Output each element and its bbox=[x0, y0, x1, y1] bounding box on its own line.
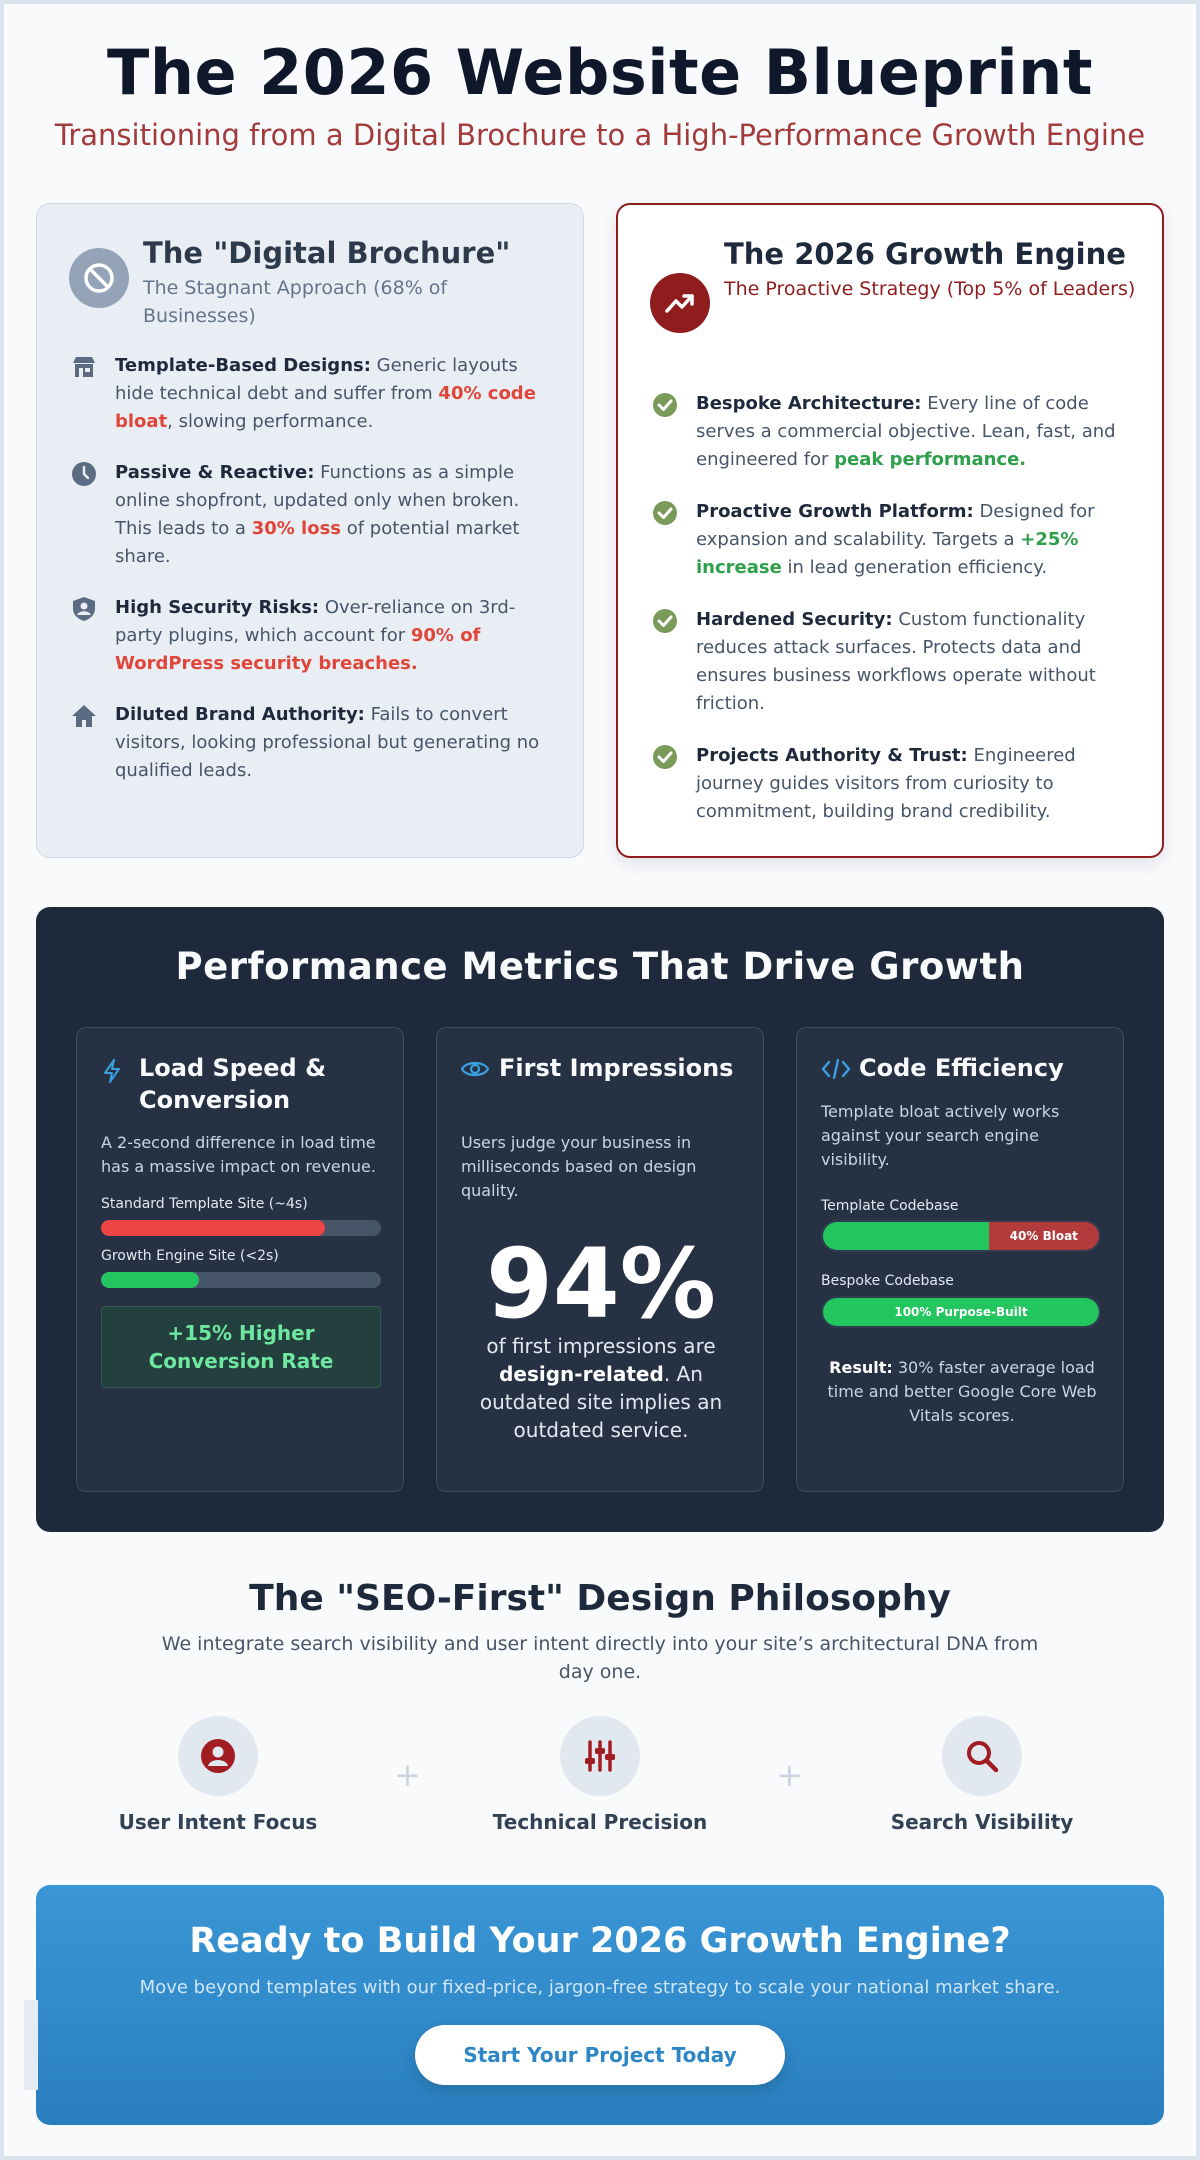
first-impressions-card: First Impressions Users judge your busin… bbox=[436, 1027, 764, 1492]
trending-up-icon bbox=[650, 273, 710, 333]
store-icon bbox=[69, 354, 99, 436]
page-subtitle: Transitioning from a Digital Brochure to… bbox=[54, 118, 1146, 152]
brochure-item-security: High Security Risks: Over-reliance on 3r… bbox=[69, 594, 559, 678]
code-efficiency-desc: Template bloat actively works against yo… bbox=[821, 1102, 1060, 1169]
engine-item-growth: Proactive Growth Platform: Designed for … bbox=[650, 498, 1140, 582]
first-impressions-desc: Users judge your business in millisecond… bbox=[461, 1133, 697, 1200]
impressions-explanation: of first impressions are design-related.… bbox=[479, 1334, 723, 1442]
load-speed-title: Load Speed & Conversion bbox=[139, 1054, 326, 1114]
page-title: The 2026 Website Blueprint bbox=[107, 36, 1093, 109]
template-site-bar-fill bbox=[101, 1220, 325, 1236]
pillar-user-intent: User Intent Focus bbox=[88, 1716, 348, 1834]
performance-metrics-panel: Performance Metrics That Drive Growth Lo… bbox=[36, 907, 1164, 1532]
pillar-label: Search Visibility bbox=[890, 1810, 1074, 1834]
template-codebase-lean-segment bbox=[823, 1222, 989, 1250]
seo-description: We integrate search visibility and user … bbox=[161, 1633, 1039, 1683]
pillar-technical: Technical Precision bbox=[470, 1716, 730, 1834]
engine-header: The 2026 Growth Engine The Proactive Str… bbox=[650, 237, 1140, 333]
check-circle-icon bbox=[650, 608, 680, 718]
bespoke-codebase-label: Bespoke Codebase bbox=[821, 1273, 954, 1289]
purpose-built-segment: 100% Purpose-Built bbox=[823, 1298, 1099, 1326]
template-site-label: Standard Template Site (~4s) bbox=[101, 1196, 308, 1212]
check-circle-icon bbox=[650, 500, 680, 582]
load-speed-desc: A 2-second difference in load time has a… bbox=[101, 1133, 376, 1176]
engine-title: The 2026 Growth Engine bbox=[724, 237, 1126, 271]
engine-item-authority: Projects Authority & Trust: Engineered j… bbox=[650, 742, 1140, 826]
bolt-icon bbox=[101, 1058, 129, 1116]
cta-title: Ready to Build Your 2026 Growth Engine? bbox=[189, 1921, 1011, 1961]
growth-site-bar bbox=[101, 1272, 381, 1288]
bespoke-codebase-bar: 100% Purpose-Built bbox=[821, 1296, 1101, 1328]
brochure-subtitle: The Stagnant Approach (68% of Businesses… bbox=[143, 277, 448, 327]
engine-item-security: Hardened Security: Custom functionality … bbox=[650, 606, 1140, 718]
seo-title: The "SEO-First" Design Philosophy bbox=[249, 1578, 951, 1619]
brochure-header: The "Digital Brochure" The Stagnant Appr… bbox=[69, 236, 559, 330]
digital-brochure-card: The "Digital Brochure" The Stagnant Appr… bbox=[36, 203, 584, 858]
plus-separator: + bbox=[776, 1756, 803, 1794]
plus-separator: + bbox=[394, 1756, 421, 1794]
engine-subtitle: The Proactive Strategy (Top 5% of Leader… bbox=[724, 278, 1136, 300]
search-icon bbox=[942, 1716, 1022, 1796]
growth-engine-card: The 2026 Growth Engine The Proactive Str… bbox=[616, 203, 1164, 858]
metrics-title: Performance Metrics That Drive Growth bbox=[175, 945, 1025, 988]
code-efficiency-title: Code Efficiency bbox=[859, 1054, 1064, 1082]
first-impressions-title: First Impressions bbox=[499, 1054, 734, 1082]
engine-item-architecture: Bespoke Architecture: Every line of code… bbox=[650, 390, 1140, 474]
pillar-search: Search Visibility bbox=[852, 1716, 1112, 1834]
growth-site-label: Growth Engine Site (<2s) bbox=[101, 1248, 279, 1264]
eye-icon bbox=[460, 1058, 490, 1084]
code-result: Result: 30% faster average load time and… bbox=[827, 1358, 1097, 1425]
check-circle-icon bbox=[650, 392, 680, 474]
template-codebase-label: Template Codebase bbox=[821, 1198, 959, 1214]
side-tab bbox=[24, 2000, 38, 2090]
check-circle-icon bbox=[650, 744, 680, 826]
pillar-label: Technical Precision bbox=[492, 1810, 708, 1834]
cta-banner: Ready to Build Your 2026 Growth Engine? … bbox=[36, 1885, 1164, 2125]
brochure-title: The "Digital Brochure" bbox=[143, 236, 511, 270]
sliders-icon bbox=[560, 1716, 640, 1796]
brochure-item-brand: Diluted Brand Authority: Fails to conver… bbox=[69, 701, 559, 785]
code-icon bbox=[821, 1058, 851, 1084]
growth-site-bar-fill bbox=[101, 1272, 199, 1288]
template-codebase-bar: 40% Bloat bbox=[821, 1220, 1101, 1252]
code-efficiency-card: Code Efficiency Template bloat actively … bbox=[796, 1027, 1124, 1492]
home-icon bbox=[69, 703, 99, 785]
clock-icon bbox=[69, 461, 99, 571]
bloat-segment: 40% Bloat bbox=[988, 1222, 1099, 1250]
user-circle-icon bbox=[178, 1716, 258, 1796]
brochure-item-template: Template-Based Designs: Generic layouts … bbox=[69, 352, 559, 436]
start-project-button[interactable]: Start Your Project Today bbox=[415, 2025, 785, 2085]
cta-description: Move beyond templates with our fixed-pri… bbox=[139, 1977, 1061, 1998]
impressions-percentage: 94% bbox=[486, 1228, 716, 1340]
ban-icon bbox=[69, 248, 129, 308]
conversion-callout: +15% Higher Conversion Rate bbox=[101, 1306, 381, 1388]
template-site-bar bbox=[101, 1220, 381, 1236]
brochure-item-passive: Passive & Reactive: Functions as a simpl… bbox=[69, 459, 559, 571]
pillar-label: User Intent Focus bbox=[118, 1810, 318, 1834]
shield-user-icon bbox=[69, 596, 99, 678]
load-speed-card: Load Speed & Conversion A 2-second diffe… bbox=[76, 1027, 404, 1492]
